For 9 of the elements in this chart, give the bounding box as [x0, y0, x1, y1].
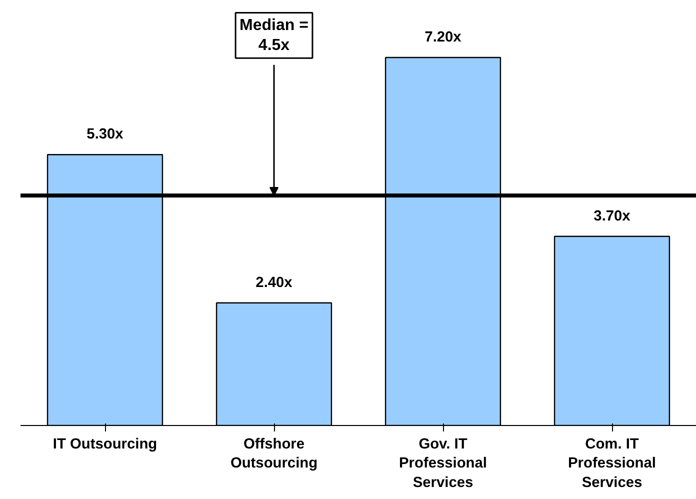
- data-label: 3.70x: [594, 208, 632, 224]
- data-label: 2.40x: [256, 274, 294, 291]
- data-label: 7.20x: [424, 30, 462, 46]
- x-tick-label: Gov. IT Professional Services: [399, 436, 487, 491]
- x-tick-label: IT Outsourcing: [52, 436, 158, 452]
- data-label: 5.30x: [86, 126, 124, 143]
- x-tick-label: Offshore Outsourcing: [230, 436, 318, 472]
- x-tick-label: Com. IT Professional Services: [568, 436, 656, 491]
- ref-line-label: Median = 4.5x: [240, 16, 308, 54]
